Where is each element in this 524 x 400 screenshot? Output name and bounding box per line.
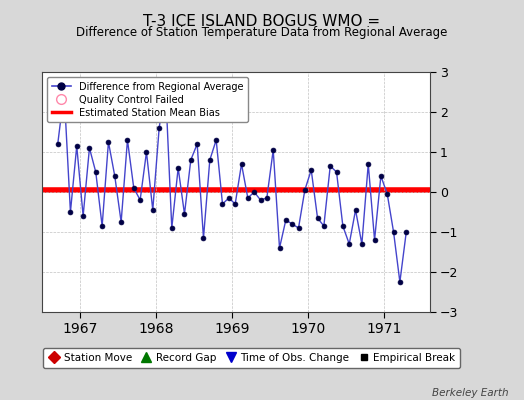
Legend: Difference from Regional Average, Quality Control Failed, Estimated Station Mean: Difference from Regional Average, Qualit… bbox=[47, 77, 248, 122]
Text: T-3 ICE ISLAND BOGUS WMO =: T-3 ICE ISLAND BOGUS WMO = bbox=[144, 14, 380, 29]
Legend: Station Move, Record Gap, Time of Obs. Change, Empirical Break: Station Move, Record Gap, Time of Obs. C… bbox=[42, 348, 461, 368]
Text: Berkeley Earth: Berkeley Earth bbox=[432, 388, 508, 398]
Text: Difference of Station Temperature Data from Regional Average: Difference of Station Temperature Data f… bbox=[77, 26, 447, 39]
